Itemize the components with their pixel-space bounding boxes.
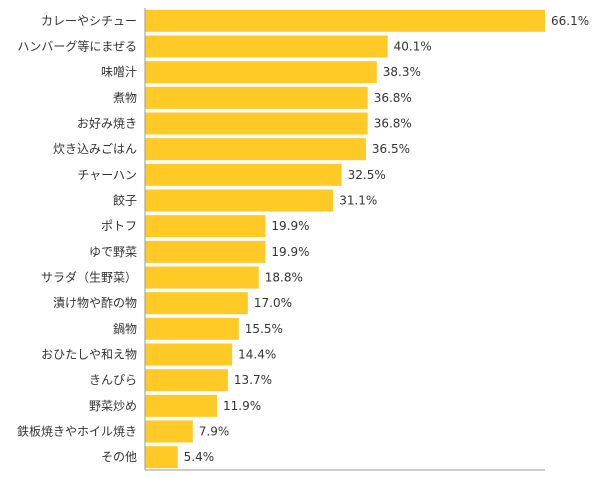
bar-3 (145, 86, 368, 109)
value-label: 14.4% (238, 348, 276, 362)
bar-12 (145, 317, 239, 340)
bar-17 (145, 446, 178, 469)
value-label: 7.9% (199, 425, 230, 439)
value-label: 66.1% (551, 14, 589, 28)
value-labels-group: 66.1% 40.1% 38.3% 36.8% 36.8% 36.5% 32.5% 31.1%… (184, 14, 589, 464)
category-label: 味噌汁 (101, 65, 137, 79)
category-label: 漬け物や酢の物 (53, 295, 137, 310)
category-label: きんぴら (89, 373, 137, 387)
bars-group (145, 9, 545, 469)
category-label: ハンバーグ等にまぜる (17, 40, 137, 54)
category-label: おひたしや和え物 (41, 348, 137, 362)
category-label: 煮物 (113, 91, 137, 105)
category-label: ポトフ (101, 219, 137, 233)
bar-6 (145, 163, 342, 186)
value-label: 19.9% (271, 245, 309, 259)
value-label: 36.8% (374, 117, 412, 131)
bar-0 (145, 9, 545, 32)
category-labels-group: カレーやシチューハンバーグ等にまぜる味噌汁煮物お好み焼き炊き込みごはんチャーハン… (17, 14, 137, 464)
value-label: 13.7% (234, 373, 272, 387)
category-label: 炊き込みごはん (53, 141, 137, 156)
value-label: 18.8% (265, 271, 303, 285)
bar-2 (145, 61, 377, 84)
category-label: カレーやシチュー (41, 14, 137, 28)
value-label: 36.5% (372, 142, 410, 156)
value-label: 11.9% (223, 399, 261, 413)
category-label: その他 (101, 450, 137, 464)
category-label: ゆで野菜 (89, 245, 137, 259)
category-label: 鉄板焼きやホイル焼き (17, 424, 137, 439)
category-label: 野菜炒め (89, 399, 137, 413)
bar-1 (145, 35, 388, 58)
value-label: 31.1% (339, 194, 377, 208)
bar-5 (145, 138, 366, 161)
bar-14 (145, 369, 228, 392)
bar-8 (145, 215, 266, 238)
category-label: 鍋物 (113, 321, 137, 336)
value-label: 32.5% (348, 168, 386, 182)
category-label: チャーハン (77, 168, 137, 182)
bar-7 (145, 189, 334, 212)
value-label: 38.3% (383, 65, 421, 79)
category-label: サラダ（生野菜） (41, 270, 137, 285)
bar-11 (145, 292, 248, 315)
bar-13 (145, 343, 233, 366)
value-label: 19.9% (271, 219, 309, 233)
bar-10 (145, 266, 259, 289)
value-label: 15.5% (245, 322, 283, 336)
value-label: 17.0% (254, 296, 292, 310)
bar-16 (145, 420, 193, 443)
bar-9 (145, 240, 266, 263)
category-label: お好み焼き (77, 117, 137, 131)
value-label: 40.1% (394, 40, 432, 54)
category-label: 餃子 (113, 193, 137, 208)
bar-4 (145, 112, 368, 135)
value-label: 5.4% (184, 450, 215, 464)
bar-15 (145, 394, 218, 417)
value-label: 36.8% (374, 91, 412, 105)
